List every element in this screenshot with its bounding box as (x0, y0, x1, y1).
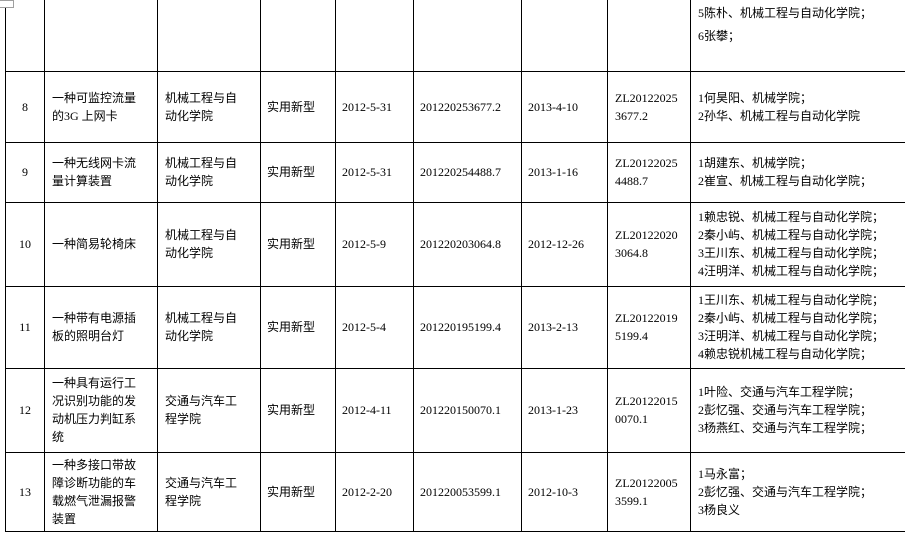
cell-title: 一种具有运行工 况识别功能的发 动机压力判缸系 统 (44, 367, 158, 453)
cell-serial: 13 (5, 451, 45, 532)
cell-type: 实用新型 (260, 70, 336, 143)
cell-serial: 8 (5, 70, 45, 143)
cell-college: 机械工程与自 动化学院 (157, 70, 261, 143)
cell-empty (157, 0, 261, 72)
cell-college: 机械工程与自 动化学院 (157, 285, 261, 369)
cell-grant-date: 2013-1-23 (521, 367, 608, 453)
cell-grant-date: 2013-2-13 (521, 285, 608, 369)
cell-patent-number: ZL20122020 3064.8 (607, 201, 691, 287)
cell-title: 一种无线网卡流 量计算装置 (44, 141, 158, 203)
cell-patent-number: ZL20122005 3599.1 (607, 451, 691, 532)
cell-title: 一种多接口带故 障诊断功能的车 载燃气泄漏报警 装置 (44, 451, 158, 532)
cell-patent-number: ZL20122015 0070.1 (607, 367, 691, 453)
cell-inventors: 1叶险、交通与汽车工程学院； 2彭忆强、交通与汽车工程学院； 3杨燕红、交通与汽… (690, 367, 905, 453)
cell-inventors: 5陈朴、机械工程与自动化学院； 6张攀； (690, 0, 905, 72)
cell-serial: 11 (5, 285, 45, 369)
cell-filing-date: 2012-2-20 (335, 451, 414, 532)
cell-college: 机械工程与自 动化学院 (157, 201, 261, 287)
cell-filing-date: 2012-4-11 (335, 367, 414, 453)
cell-filing-date: 2012-5-4 (335, 285, 414, 369)
cell-filing-date: 2012-5-9 (335, 201, 414, 287)
cell-application-number: 201220254488.7 (413, 141, 522, 203)
cell-application-number: 201220150070.1 (413, 367, 522, 453)
cell-college: 机械工程与自 动化学院 (157, 141, 261, 203)
cell-inventors: 1王川东、机械工程与自动化学院； 2秦小屿、机械工程与自动化学院； 3汪明洋、机… (690, 285, 905, 369)
cell-type: 实用新型 (260, 451, 336, 532)
cell-empty (335, 0, 414, 72)
cell-inventors: 1赖忠锐、机械工程与自动化学院； 2秦小屿、机械工程与自动化学院； 3王川东、机… (690, 201, 905, 287)
cell-empty (260, 0, 336, 72)
cell-inventors: 1马永富； 2彭忆强、交通与汽车工程学院； 3杨良义 (690, 451, 905, 532)
cell-type: 实用新型 (260, 285, 336, 369)
cell-title: 一种简易轮椅床 (44, 201, 158, 287)
cell-inventors: 1何昊阳、机械学院； 2孙华、机械工程与自动化学院 (690, 70, 905, 143)
table-row: 13 一种多接口带故 障诊断功能的车 载燃气泄漏报警 装置 交通与汽车工 程学院… (5, 451, 905, 532)
cell-type: 实用新型 (260, 141, 336, 203)
cell-grant-date: 2012-12-26 (521, 201, 608, 287)
patent-table: 5陈朴、机械工程与自动化学院； 6张攀； 8 一种可监控流量 的3G 上网卡 机… (5, 0, 905, 532)
table-row: 9 一种无线网卡流 量计算装置 机械工程与自 动化学院 实用新型 2012-5-… (5, 141, 905, 203)
table-row: 10 一种简易轮椅床 机械工程与自 动化学院 实用新型 2012-5-9 201… (5, 201, 905, 287)
cell-grant-date: 2013-1-16 (521, 141, 608, 203)
cell-type: 实用新型 (260, 367, 336, 453)
cell-empty (44, 0, 158, 72)
cell-type: 实用新型 (260, 201, 336, 287)
cell-grant-date: 2012-10-3 (521, 451, 608, 532)
cell-inventors: 1胡建东、机械学院； 2崔宣、机械工程与自动化学院； (690, 141, 905, 203)
cell-serial: 9 (5, 141, 45, 203)
cell-patent-number: ZL20122025 3677.2 (607, 70, 691, 143)
cell-patent-number: ZL20122025 4488.7 (607, 141, 691, 203)
cell-college: 交通与汽车工 程学院 (157, 367, 261, 453)
cell-application-number: 201220053599.1 (413, 451, 522, 532)
cell-application-number: 201220195199.4 (413, 285, 522, 369)
cell-filing-date: 2012-5-31 (335, 70, 414, 143)
cell-empty (521, 0, 608, 72)
scrollbar-fragment[interactable] (0, 0, 14, 8)
cell-serial: 10 (5, 201, 45, 287)
cell-empty (413, 0, 522, 72)
cell-application-number: 201220203064.8 (413, 201, 522, 287)
cell-grant-date: 2013-4-10 (521, 70, 608, 143)
table-row: 11 一种带有电源插 板的照明台灯 机械工程与自 动化学院 实用新型 2012-… (5, 285, 905, 369)
cell-title: 一种可监控流量 的3G 上网卡 (44, 70, 158, 143)
cell-title: 一种带有电源插 板的照明台灯 (44, 285, 158, 369)
cell-serial: 12 (5, 367, 45, 453)
table-row: 12 一种具有运行工 况识别功能的发 动机压力判缸系 统 交通与汽车工 程学院 … (5, 367, 905, 453)
cell-empty (5, 0, 45, 72)
table-row: 8 一种可监控流量 的3G 上网卡 机械工程与自 动化学院 实用新型 2012-… (5, 70, 905, 143)
cell-application-number: 201220253677.2 (413, 70, 522, 143)
cell-patent-number: ZL20122019 5199.4 (607, 285, 691, 369)
cell-filing-date: 2012-5-31 (335, 141, 414, 203)
table-row-partial: 5陈朴、机械工程与自动化学院； 6张攀； (5, 0, 905, 72)
cell-college: 交通与汽车工 程学院 (157, 451, 261, 532)
cell-empty (607, 0, 691, 72)
